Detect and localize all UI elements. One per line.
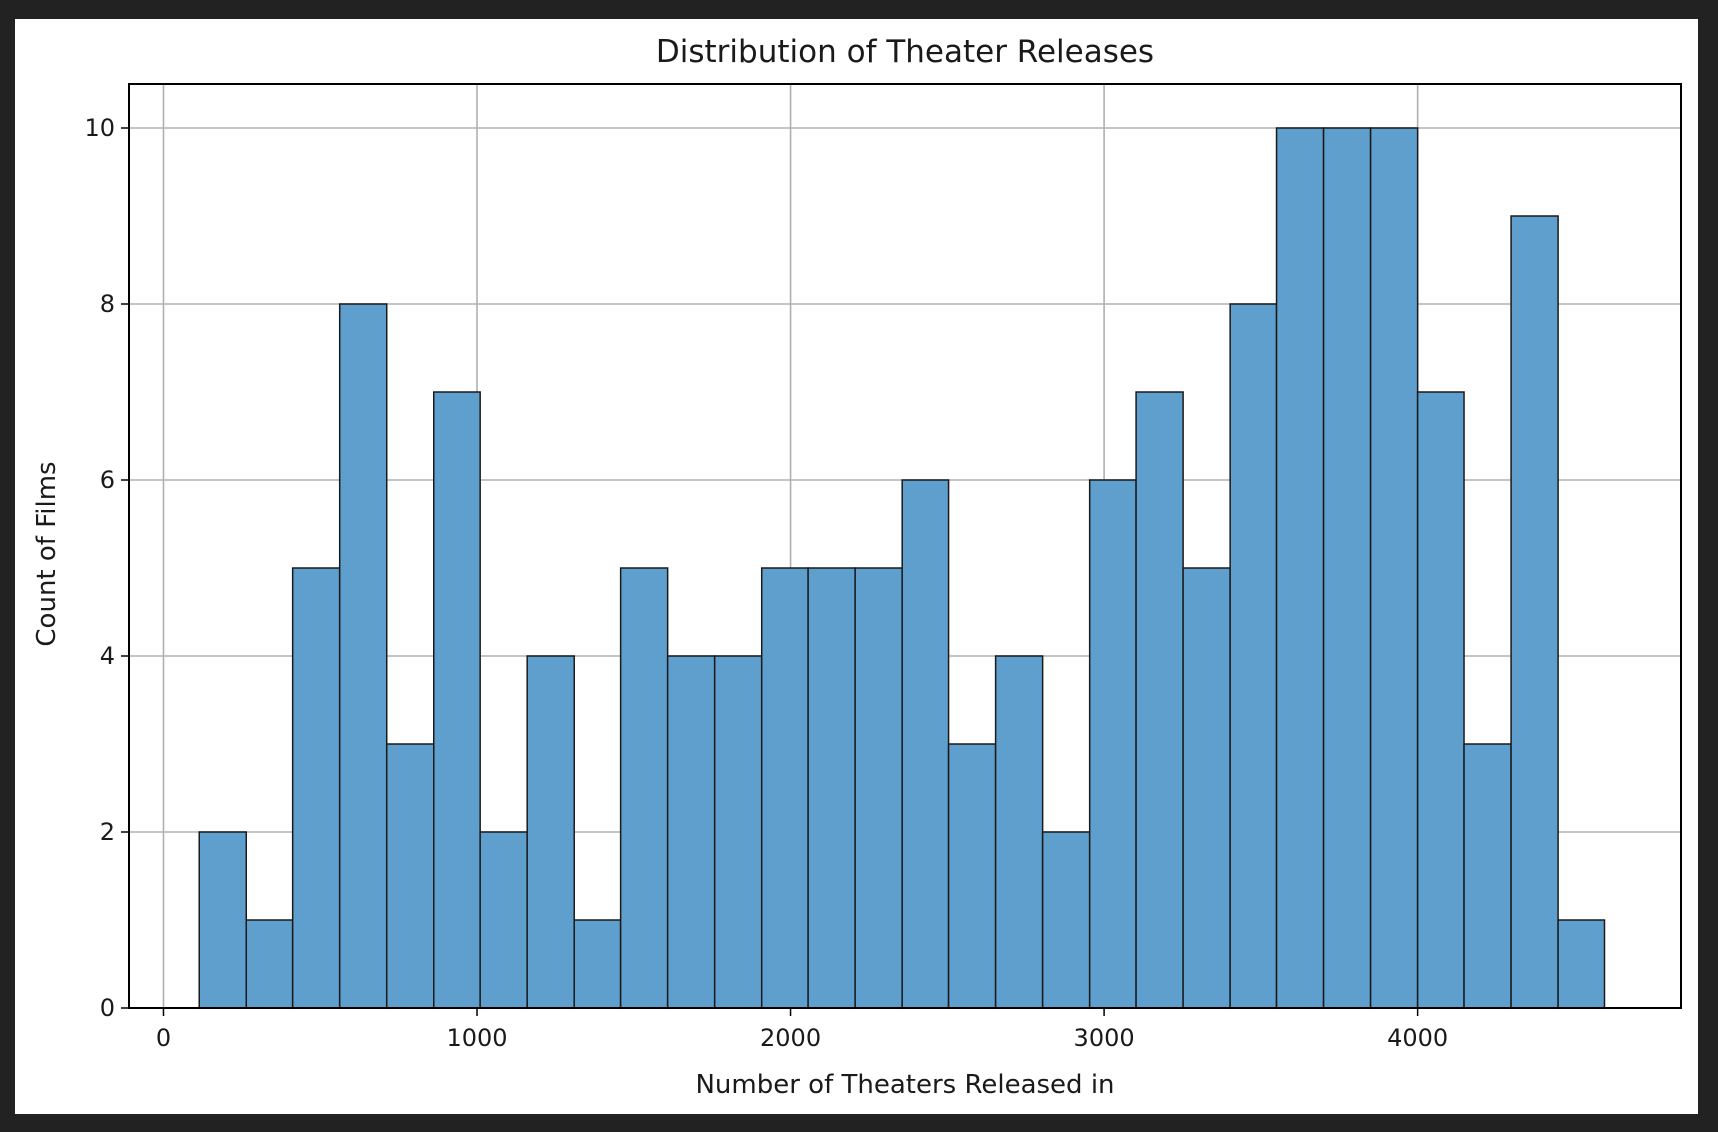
y-tick-label: 2 — [100, 818, 115, 846]
histogram-bar — [1557, 919, 1606, 1009]
plot-frame — [128, 83, 1682, 1009]
ticks-layer: 0 1000 2000 3000 4000 0 2 4 6 8 10 — [84, 114, 1448, 1052]
histogram-bar — [1416, 391, 1465, 1009]
histogram-bar — [573, 919, 622, 1009]
histogram-bar — [1088, 479, 1137, 1009]
histogram-bar — [291, 567, 341, 1009]
histogram-bar — [338, 303, 388, 1009]
x-tick-label: 2000 — [760, 1024, 821, 1052]
y-tick-label: 0 — [100, 994, 115, 1022]
histogram-bar — [666, 655, 716, 1009]
histogram-bar — [1135, 391, 1184, 1009]
histogram-bar — [1275, 127, 1325, 1009]
histogram-bar — [994, 655, 1044, 1009]
histogram-bar — [479, 831, 528, 1009]
histogram-bar — [854, 567, 903, 1009]
histogram-bar — [1041, 831, 1091, 1009]
x-tick-label: 1000 — [446, 1024, 507, 1052]
x-tick-label: 3000 — [1074, 1024, 1135, 1052]
axes-layer — [128, 83, 1682, 1009]
histogram-bar — [713, 655, 763, 1009]
histogram-bar — [245, 919, 294, 1009]
y-tick-label: 8 — [100, 290, 115, 318]
chart-title: Distribution of Theater Releases — [656, 34, 1154, 70]
y-tick-label: 4 — [100, 642, 115, 670]
histogram-bar — [1369, 127, 1419, 1009]
histogram-bar — [901, 479, 950, 1009]
histogram-bar — [1322, 127, 1372, 1009]
histogram-bar — [760, 567, 809, 1009]
x-tick-label: 4000 — [1387, 1024, 1448, 1052]
chart-figure: 0 1000 2000 3000 4000 0 2 4 6 8 10 Distribution of… — [15, 19, 1698, 1114]
histogram-bar — [947, 743, 997, 1009]
histogram-bar — [1182, 567, 1231, 1009]
x-axis-label: Number of Theaters Released in — [695, 1070, 1114, 1100]
histogram-bar — [433, 391, 481, 1009]
histogram-bar — [526, 655, 575, 1009]
histogram-bar — [619, 567, 669, 1009]
histogram-chart: 0 1000 2000 3000 4000 0 2 4 6 8 10 Distribution of… — [32, 34, 1682, 1100]
x-tick-label: 0 — [156, 1024, 171, 1052]
histogram-bar — [198, 831, 248, 1009]
histogram-bar — [807, 567, 856, 1009]
histogram-bar — [1510, 215, 1559, 1009]
y-axis-label: Count of Films — [32, 461, 62, 646]
y-tick-label: 6 — [100, 466, 115, 494]
histogram-bar — [1229, 303, 1278, 1009]
histogram-bar — [1463, 743, 1512, 1009]
bars-layer — [198, 127, 1606, 1009]
y-tick-label: 10 — [84, 114, 115, 142]
histogram-bar — [385, 743, 435, 1009]
